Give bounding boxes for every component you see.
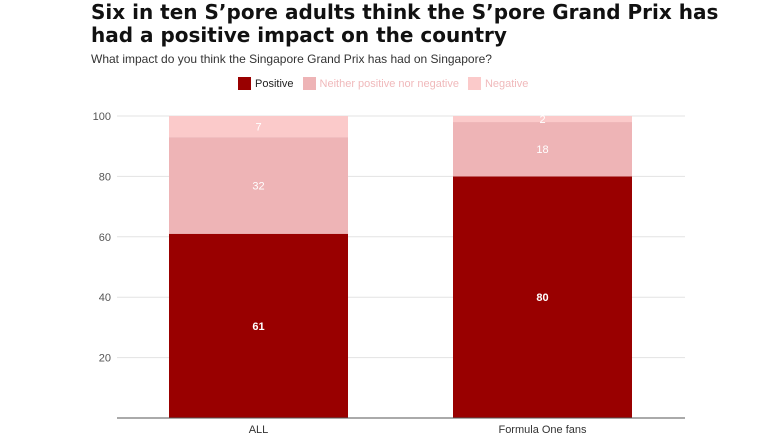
legend-swatch-positive (238, 77, 251, 90)
legend-label-positive: Positive (255, 77, 294, 90)
chart-subtitle: What impact do you think the Singapore G… (91, 52, 492, 66)
legend: Positive Neither positive nor negative N… (238, 77, 537, 90)
bar-segment-1-2 (453, 116, 632, 123)
x-tick-label-0: ALL (249, 424, 269, 435)
y-tick-label-100: 100 (93, 111, 111, 123)
chart-title: Six in ten S’pore adults think the S’por… (91, 0, 719, 47)
y-tick-label-20: 20 (99, 353, 111, 365)
data-label-1-2: 2 (539, 114, 545, 126)
bar-segment-0-0 (169, 233, 348, 418)
y-tick-label-80: 80 (99, 171, 111, 183)
legend-swatch-neither (302, 77, 316, 90)
bar-segment-0-2 (169, 116, 348, 138)
y-tick-label-60: 60 (99, 232, 111, 244)
x-tick-label-1: Formula One fans (498, 424, 587, 435)
bar-segment-0-1 (169, 137, 348, 234)
bar-segment-1-1 (453, 122, 632, 177)
data-label-0-0: 61 (252, 321, 264, 333)
data-label-0-1: 32 (252, 180, 264, 192)
legend-label-neither: Neither positive nor negative (319, 77, 459, 90)
data-label-1-1: 18 (536, 144, 548, 156)
legend-item-neither: Neither positive nor negative (302, 77, 459, 90)
bar-segment-1-0 (453, 176, 632, 418)
y-tick-label-40: 40 (99, 292, 111, 304)
legend-swatch-negative (467, 77, 481, 90)
legend-item-negative: Negative (467, 77, 529, 90)
data-label-0-2: 7 (255, 122, 261, 134)
data-label-1-0: 80 (536, 292, 548, 304)
legend-item-positive: Positive (238, 77, 294, 90)
legend-label-negative: Negative (484, 77, 529, 90)
